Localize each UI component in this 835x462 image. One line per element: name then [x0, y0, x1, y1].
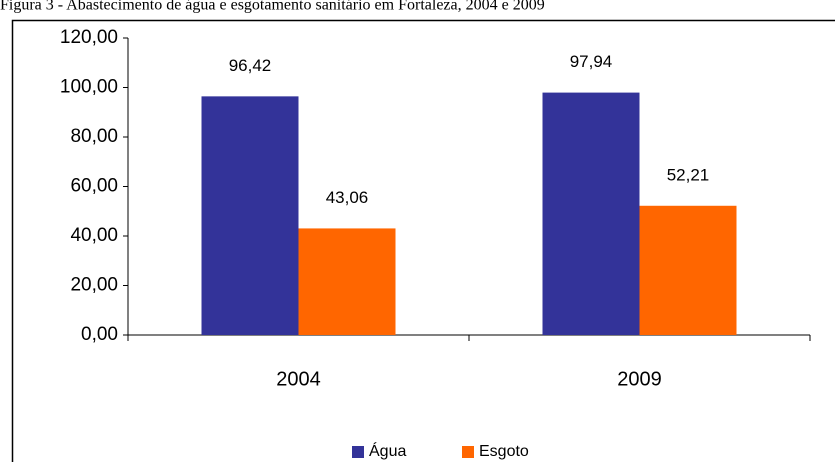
legend-label: Água — [369, 441, 406, 460]
y-tick-label: 40,00 — [70, 225, 118, 246]
value-label: 96,42 — [229, 56, 272, 75]
y-tick-label: 20,00 — [70, 275, 118, 296]
bar — [298, 228, 396, 335]
y-tick-label: 80,00 — [70, 126, 118, 147]
y-tick-label: 120,00 — [60, 27, 118, 48]
legend-swatch — [462, 446, 474, 458]
x-tick-label: 2004 — [276, 368, 321, 390]
bar — [639, 205, 737, 335]
y-tick-label: 100,00 — [60, 77, 118, 98]
bar — [542, 92, 640, 335]
value-label: 52,21 — [667, 165, 710, 184]
chart-border — [11, 19, 835, 462]
x-tick-label: 2009 — [617, 368, 662, 390]
bar — [201, 96, 299, 335]
legend-label: Esgoto — [479, 443, 529, 460]
y-tick-label: 0,00 — [81, 324, 118, 345]
value-label: 97,94 — [570, 52, 613, 71]
chart-title: Figura 3 - Abastecimento de água e esgot… — [0, 0, 545, 14]
y-tick-label: 60,00 — [70, 176, 118, 197]
value-label: 43,06 — [326, 188, 369, 207]
legend-swatch — [352, 446, 364, 458]
